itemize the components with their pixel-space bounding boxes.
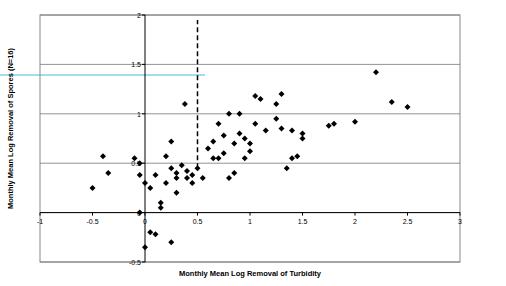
point bbox=[195, 165, 201, 171]
point bbox=[263, 128, 269, 134]
point bbox=[284, 165, 290, 171]
point bbox=[300, 131, 306, 137]
x-tick-label: 3 bbox=[458, 218, 462, 225]
point bbox=[273, 101, 279, 107]
point bbox=[294, 153, 300, 159]
point bbox=[273, 116, 279, 122]
point bbox=[237, 111, 243, 117]
point bbox=[258, 96, 264, 102]
point bbox=[231, 170, 237, 176]
chart: -0.500.511.52-1-0.500.511.522.53Monthly … bbox=[0, 0, 506, 286]
point bbox=[132, 155, 138, 161]
point bbox=[168, 239, 174, 245]
y-axis bbox=[145, 15, 146, 262]
point bbox=[252, 121, 258, 127]
point bbox=[279, 91, 285, 97]
point bbox=[326, 123, 332, 129]
x-tick-label: 1.5 bbox=[298, 218, 308, 225]
point bbox=[163, 153, 169, 159]
point bbox=[105, 170, 111, 176]
point bbox=[221, 150, 227, 156]
point bbox=[184, 168, 190, 174]
point bbox=[226, 111, 232, 117]
x-tick-label: 2 bbox=[353, 218, 357, 225]
plot-area bbox=[90, 20, 411, 250]
y-tick-label: 2 bbox=[137, 12, 141, 19]
x-axis-title: Monthly Mean Log Removal of Turbidity bbox=[179, 269, 322, 278]
point bbox=[153, 172, 159, 178]
point bbox=[289, 128, 295, 134]
plot-frame bbox=[40, 15, 460, 262]
grid-line bbox=[40, 113, 460, 114]
point bbox=[231, 140, 237, 146]
y-axis-title: Monthly Mean Log Removal of Spores (N=16… bbox=[6, 47, 15, 209]
point bbox=[405, 104, 411, 110]
point bbox=[100, 153, 106, 159]
point bbox=[331, 121, 337, 127]
y-tick-label: 1.5 bbox=[131, 61, 141, 68]
x-tick-label: 0.5 bbox=[193, 218, 203, 225]
point bbox=[247, 148, 253, 154]
point bbox=[279, 126, 285, 132]
point bbox=[137, 160, 143, 166]
point bbox=[137, 210, 143, 216]
point bbox=[142, 180, 148, 186]
point bbox=[242, 155, 248, 161]
point bbox=[168, 165, 174, 171]
grid-line bbox=[40, 64, 460, 65]
y-tick-label: 1 bbox=[137, 111, 141, 118]
point bbox=[216, 121, 222, 127]
point bbox=[174, 170, 180, 176]
point bbox=[147, 185, 153, 191]
point bbox=[210, 155, 216, 161]
point bbox=[352, 119, 358, 125]
point bbox=[142, 244, 148, 250]
grid-line bbox=[40, 163, 460, 164]
point bbox=[168, 138, 174, 144]
x-tick-label: 1 bbox=[248, 218, 252, 225]
point bbox=[252, 93, 258, 99]
point bbox=[184, 175, 190, 181]
x-tick-label: -0.5 bbox=[86, 218, 98, 225]
grid-line bbox=[40, 15, 460, 16]
grid-line bbox=[40, 212, 460, 213]
y-tick-label: -0.5 bbox=[129, 259, 141, 266]
point bbox=[174, 190, 180, 196]
x-tick-label: -1 bbox=[37, 218, 43, 225]
point bbox=[147, 229, 153, 235]
point bbox=[205, 145, 211, 151]
point bbox=[242, 136, 248, 142]
point bbox=[210, 138, 216, 144]
point bbox=[226, 175, 232, 181]
point bbox=[289, 155, 295, 161]
point bbox=[221, 133, 227, 139]
point bbox=[200, 175, 206, 181]
grid-line bbox=[40, 262, 460, 263]
x-axis bbox=[40, 212, 460, 213]
point bbox=[373, 69, 379, 75]
point bbox=[237, 131, 243, 137]
stray-line bbox=[0, 74, 205, 76]
point bbox=[158, 205, 164, 211]
point bbox=[216, 155, 222, 161]
point bbox=[137, 172, 143, 178]
point bbox=[189, 172, 195, 178]
reference-line bbox=[197, 20, 199, 168]
point bbox=[163, 180, 169, 186]
point bbox=[179, 162, 185, 168]
point bbox=[247, 140, 253, 146]
point bbox=[182, 101, 188, 107]
point bbox=[153, 231, 159, 237]
point bbox=[189, 180, 195, 186]
point bbox=[389, 99, 395, 105]
x-tick-label: 2.5 bbox=[403, 218, 413, 225]
point bbox=[90, 185, 96, 191]
